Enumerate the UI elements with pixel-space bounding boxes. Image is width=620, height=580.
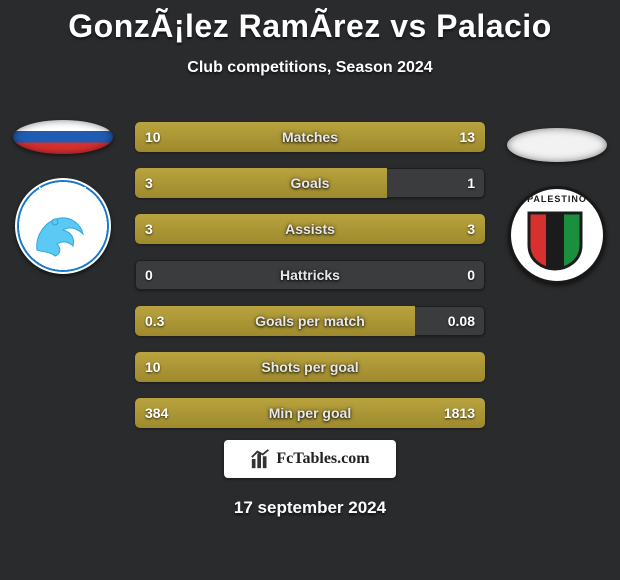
- brand-bars-icon: [250, 448, 272, 470]
- team-left-block: IQUIQUE: [8, 120, 118, 274]
- team-right-block: PALESTINO: [502, 128, 612, 284]
- club-right-arc-text: PALESTINO: [511, 194, 603, 204]
- brand-box: FcTables.com: [224, 440, 396, 478]
- stat-value-right: 13: [459, 122, 475, 152]
- stat-row: 0Hattricks0: [135, 260, 485, 290]
- stat-value-right: 1: [467, 168, 475, 198]
- stat-row: 10Shots per goal: [135, 352, 485, 382]
- stat-label: Shots per goal: [135, 352, 485, 382]
- dragon-swirl-icon: [31, 206, 95, 262]
- stat-label: Assists: [135, 214, 485, 244]
- stat-value-right: 0.08: [448, 306, 475, 336]
- stat-value-right: 1813: [444, 398, 475, 428]
- club-left-arc-text: IQUIQUE: [17, 186, 109, 197]
- shield-stripes-icon: [527, 211, 583, 271]
- stat-row: 3Goals1: [135, 168, 485, 198]
- stat-label: Hattricks: [135, 260, 485, 290]
- brand-text: FcTables.com: [276, 450, 369, 468]
- stat-label: Goals per match: [135, 306, 485, 336]
- page-title: GonzÃ¡lez RamÃ­rez vs Palacio: [0, 0, 620, 45]
- stat-label: Min per goal: [135, 398, 485, 428]
- flag-left-icon: [13, 120, 113, 154]
- stat-label: Matches: [135, 122, 485, 152]
- stat-value-right: 0: [467, 260, 475, 290]
- club-badge-right-icon: PALESTINO: [508, 186, 606, 284]
- page-subtitle: Club competitions, Season 2024: [0, 59, 620, 77]
- footer-date: 17 september 2024: [0, 498, 620, 518]
- stat-value-right: 3: [467, 214, 475, 244]
- stat-row: 10Matches13: [135, 122, 485, 152]
- stat-row: 384Min per goal1813: [135, 398, 485, 428]
- stat-row: 0.3Goals per match0.08: [135, 306, 485, 336]
- flag-right-icon: [507, 128, 607, 162]
- club-badge-left-icon: IQUIQUE: [15, 178, 111, 274]
- stats-bars: 10Matches133Goals13Assists30Hattricks00.…: [135, 122, 485, 444]
- stat-label: Goals: [135, 168, 485, 198]
- stat-row: 3Assists3: [135, 214, 485, 244]
